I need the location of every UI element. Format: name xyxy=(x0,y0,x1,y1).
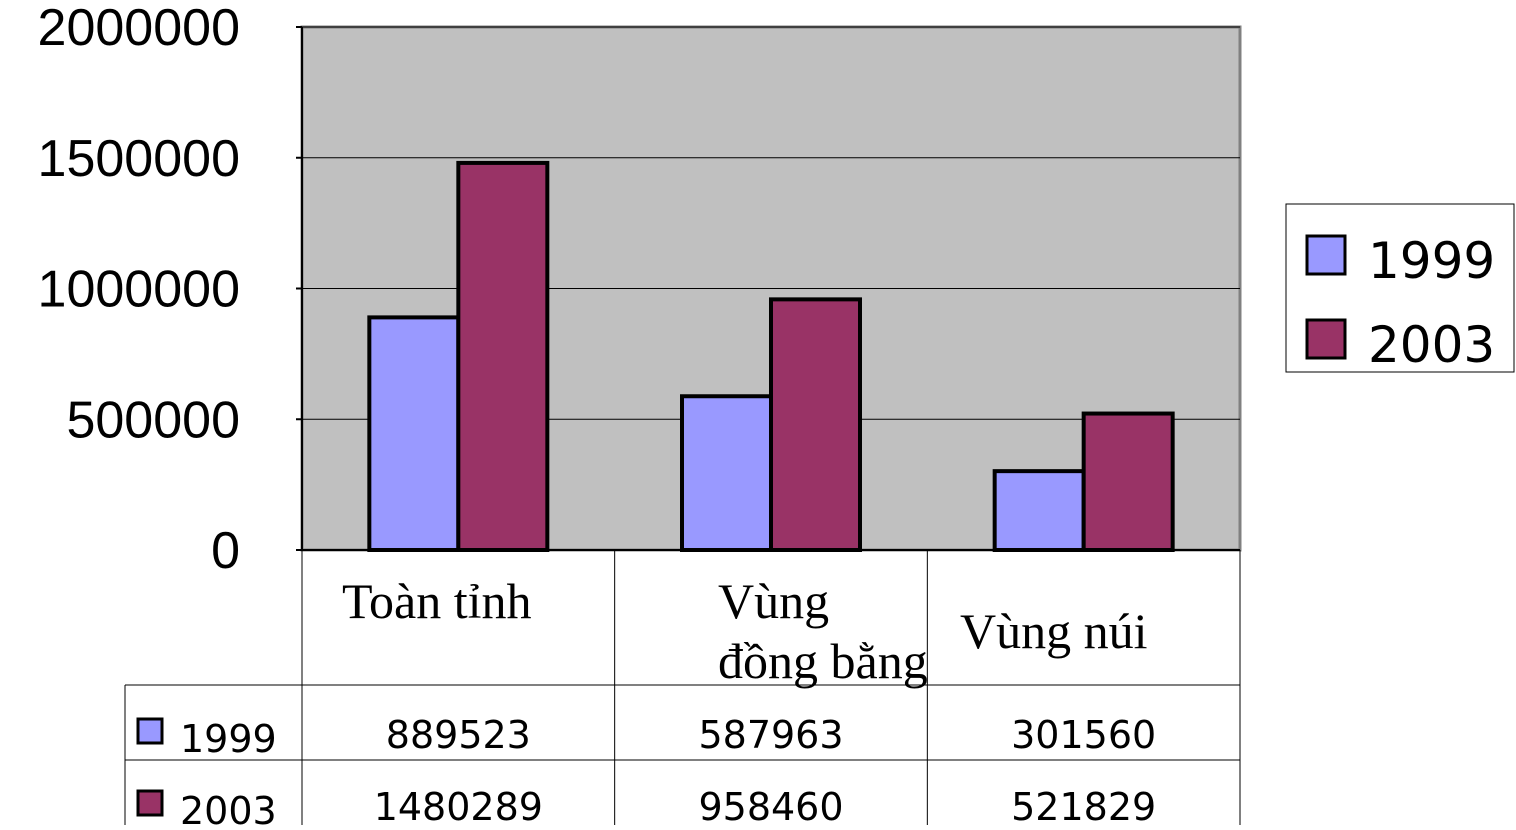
bar-1999-0 xyxy=(367,315,461,552)
legend-label-1999: 1999 xyxy=(1368,232,1495,290)
x-tick-label-line: đồng bằng xyxy=(718,633,928,689)
y-tick-label-4: 2000000 xyxy=(38,0,240,57)
x-tick-label-2: Vùng núi xyxy=(960,603,1148,659)
x-tick-label-0: Toàn tỉnh xyxy=(342,573,532,629)
legend-swatch-1999 xyxy=(1305,234,1347,276)
table-key-swatch-1999 xyxy=(136,717,164,745)
table-key-label-2003: 2003 xyxy=(180,789,277,825)
bar-2003-1 xyxy=(769,297,862,552)
data-label-2003-2: 521829 xyxy=(1011,785,1156,825)
x-tick-label-line: Vùng xyxy=(718,573,829,629)
bar-1999-2 xyxy=(992,469,1086,552)
bar-2003-0 xyxy=(456,160,550,552)
legend-swatch-2003 xyxy=(1305,318,1347,360)
table-key-swatch-2003 xyxy=(136,789,164,817)
legend-label-2003: 2003 xyxy=(1368,316,1495,374)
bar-2003-2 xyxy=(1081,411,1175,552)
x-tick-label-1: Vùng đồng bằng xyxy=(718,573,928,689)
x-tick-label-line: Toàn tỉnh xyxy=(342,573,532,629)
data-label-1999-2: 301560 xyxy=(1011,713,1156,757)
data-label-2003-0: 1480289 xyxy=(374,785,543,825)
y-tick-label-3: 1500000 xyxy=(38,130,240,188)
bar-1999-1 xyxy=(680,394,773,552)
y-tick-label-1: 500000 xyxy=(66,391,240,449)
y-tick-label-0: 0 xyxy=(211,522,240,580)
data-label-2003-1: 958460 xyxy=(698,785,843,825)
table-key-label-1999: 1999 xyxy=(180,717,277,761)
data-label-1999-1: 587963 xyxy=(698,713,843,757)
x-tick-label-line: Vùng núi xyxy=(960,603,1148,659)
data-label-1999-0: 889523 xyxy=(386,713,531,757)
y-tick-label-2: 1000000 xyxy=(38,261,240,319)
